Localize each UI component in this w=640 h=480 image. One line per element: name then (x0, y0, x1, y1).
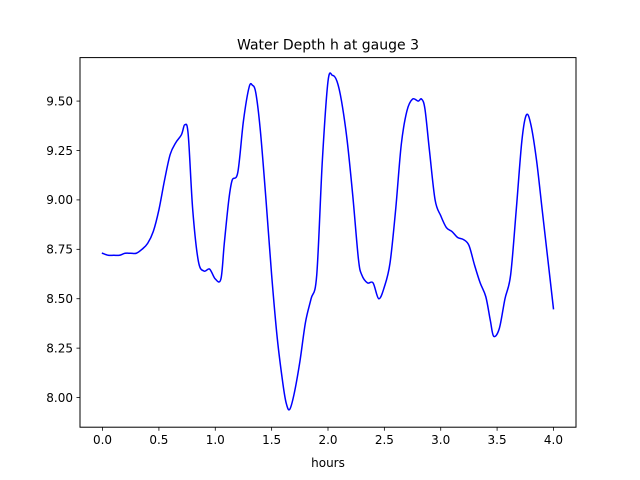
series-line (101, 72, 555, 411)
y-axis-ticks: 8.00 8.25 8.50 8.75 9.00 9.25 9.50 (46, 94, 80, 405)
x-tick-label: 0.0 (93, 433, 112, 447)
y-tick-label: 8.00 (46, 391, 73, 405)
x-tick-label: 1.0 (206, 433, 225, 447)
y-tick-label: 8.25 (46, 341, 73, 355)
x-tick-label: 0.5 (149, 433, 168, 447)
y-tick-label: 8.50 (46, 292, 73, 306)
x-tick-label: 4.0 (544, 433, 563, 447)
x-tick-label: 2.0 (318, 433, 337, 447)
x-tick-label: 3.0 (431, 433, 450, 447)
y-tick-label: 8.75 (46, 243, 73, 257)
x-tick-label: 2.5 (375, 433, 394, 447)
plot-frame (79, 57, 577, 428)
x-axis-ticks: 0.0 0.5 1.0 1.5 2.0 2.5 3.0 3.5 4.0 (93, 427, 563, 447)
chart-title: Water Depth h at gauge 3 (237, 38, 419, 54)
x-tick-label: 1.5 (262, 433, 281, 447)
series-layer (101, 72, 555, 411)
x-axis-label: hours (311, 456, 345, 470)
y-tick-label: 9.25 (46, 144, 73, 158)
y-tick-label: 9.00 (46, 193, 73, 207)
plot-background (80, 57, 576, 428)
x-tick-label: 3.5 (488, 433, 507, 447)
y-tick-label: 9.50 (46, 94, 73, 108)
